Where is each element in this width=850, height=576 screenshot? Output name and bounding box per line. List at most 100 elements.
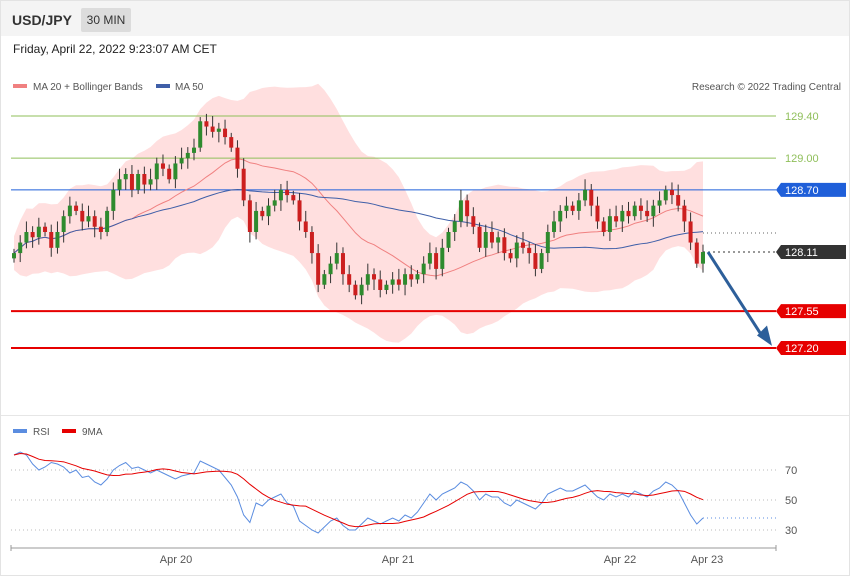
candle-body	[260, 210, 265, 217]
x-tick-apr-23: Apr 23	[691, 554, 723, 566]
candle-body	[43, 226, 48, 232]
candle-body	[30, 232, 35, 238]
candle-body	[285, 189, 290, 196]
candle-body	[309, 232, 314, 254]
candle-body	[340, 253, 345, 275]
candle-body	[223, 128, 228, 138]
rsi-ma-line	[13, 452, 704, 528]
candle-body	[247, 200, 252, 232]
candle-body	[576, 200, 581, 211]
candle-body	[322, 274, 327, 285]
forecast-arrowhead	[757, 325, 772, 346]
candle-body	[136, 174, 141, 190]
candle-body	[465, 200, 470, 217]
candle-body	[192, 147, 197, 153]
candle-body	[527, 247, 532, 254]
candle-body	[278, 189, 283, 201]
candle-body	[508, 253, 513, 259]
level-tag-127.55	[776, 304, 846, 319]
candle-body	[477, 226, 482, 248]
candle-body	[61, 216, 66, 232]
candle-body	[632, 205, 637, 217]
candle-body	[148, 179, 153, 185]
candle-body	[396, 279, 401, 285]
candle-body	[440, 247, 445, 269]
candle-body	[390, 279, 395, 285]
candle-body	[452, 221, 457, 232]
level-value-129.00: 129.00	[785, 153, 819, 165]
candle-body	[185, 152, 190, 159]
rsi-legend-label: RSI	[33, 427, 50, 438]
level-value-127.55: 127.55	[785, 306, 819, 318]
candle-body	[701, 252, 705, 264]
candle-body	[657, 200, 662, 206]
candle-body	[297, 200, 302, 222]
candle-body	[67, 205, 72, 217]
rsi-ma-legend-label: 9MA	[82, 427, 103, 438]
candle-body	[173, 163, 178, 180]
candle-body	[98, 226, 103, 232]
candle-body	[210, 126, 215, 132]
candle-body	[254, 210, 259, 232]
header-bar: USD/JPY 30 MIN	[1, 1, 849, 36]
candle-body	[334, 253, 339, 264]
candle-body	[241, 168, 246, 201]
candle-body	[303, 221, 308, 232]
candle-body	[18, 242, 23, 254]
level-value-129.40: 129.40	[785, 111, 819, 123]
candle-body	[105, 210, 110, 232]
candle-body	[564, 205, 569, 211]
candle-body	[353, 284, 358, 296]
candle-body	[266, 205, 271, 217]
candle-body	[434, 253, 439, 269]
ma20-legend-swatch	[13, 84, 27, 88]
candle-body	[291, 195, 296, 201]
candle-body	[365, 274, 370, 285]
candle-body	[489, 232, 494, 243]
candle-body	[514, 242, 519, 259]
candle-body	[409, 274, 414, 280]
candle-body	[676, 195, 681, 206]
candle-body	[204, 121, 209, 127]
timeframe-button[interactable]: 30 MIN	[81, 8, 131, 32]
candle-body	[372, 274, 377, 280]
candle-body	[55, 232, 60, 248]
candle-body	[601, 221, 606, 232]
candle-body	[160, 163, 165, 169]
candle-body	[154, 163, 159, 180]
candle-body	[167, 168, 172, 180]
x-tick-apr-20: Apr 20	[160, 554, 192, 566]
candle-body	[688, 221, 693, 243]
ma50-line	[13, 188, 704, 254]
candle-body	[552, 221, 557, 232]
candle-body	[502, 237, 507, 254]
candle-body	[142, 174, 147, 185]
candle-body	[533, 253, 538, 269]
candle-body	[80, 210, 85, 222]
candle-body	[12, 253, 16, 259]
candle-body	[626, 210, 631, 217]
candle-body	[117, 179, 122, 190]
pane-divider	[1, 415, 849, 416]
candle-body	[36, 226, 41, 238]
level-tag-127.20	[776, 341, 846, 355]
candle-body	[129, 174, 134, 190]
candle-body	[471, 216, 476, 227]
candle-body	[570, 205, 575, 211]
x-tick-apr-21: Apr 21	[382, 554, 414, 566]
candle-body	[111, 189, 116, 211]
candle-body	[92, 216, 97, 227]
candle-body	[694, 242, 699, 264]
candle-body	[458, 200, 463, 222]
candle-body	[620, 210, 625, 222]
candle-body	[558, 210, 563, 222]
candle-body	[595, 205, 600, 222]
candle-body	[415, 274, 420, 280]
candle-body	[496, 237, 501, 243]
rsi-legend-swatch	[13, 429, 27, 433]
candle-body	[669, 189, 674, 196]
candle-body	[483, 232, 488, 248]
rsi-tick-30: 30	[785, 525, 797, 537]
ma50-legend-label: MA 50	[175, 82, 204, 93]
